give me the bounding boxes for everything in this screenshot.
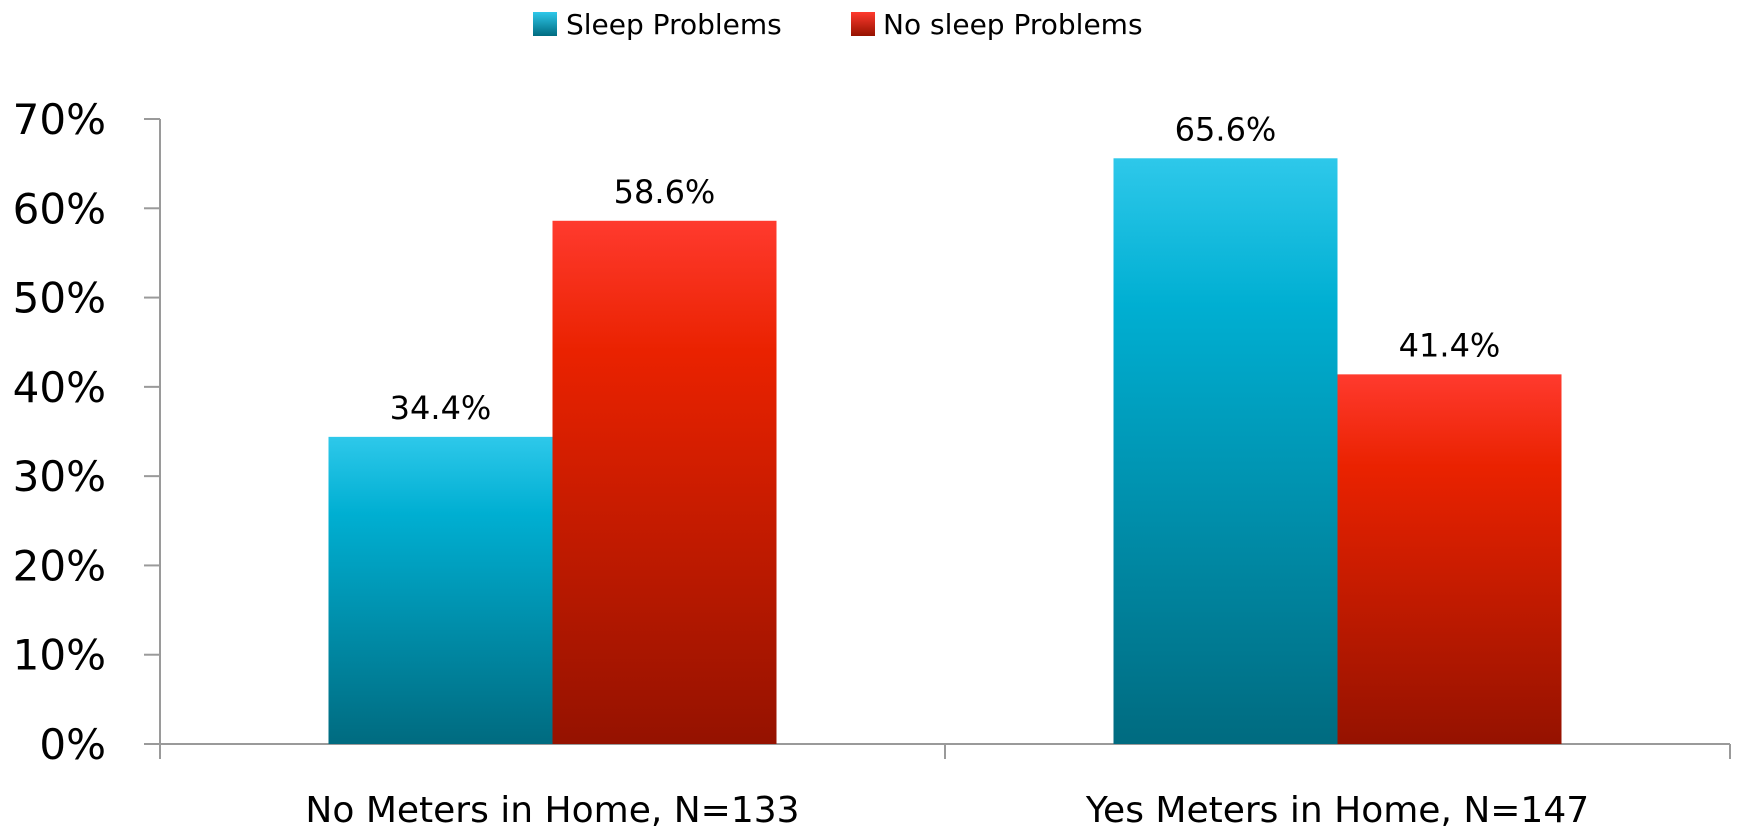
y-tick-label: 10%: [13, 631, 106, 680]
y-tick-label: 50%: [13, 274, 106, 323]
x-axis: No Meters in Home, N=133 Yes Meters in Ho…: [159, 743, 1731, 828]
legend-label: No sleep Problems: [883, 8, 1143, 41]
bar-sleep-problems: [1113, 158, 1338, 745]
data-labels: 34.4% 58.6% 65.6% 41.4%: [390, 110, 1501, 427]
y-tick-label: 40%: [13, 363, 106, 412]
bar-no-sleep-problems: [1337, 374, 1562, 744]
data-label: 41.4%: [1399, 326, 1501, 364]
legend-label: Sleep Problems: [566, 8, 782, 41]
y-tick-label: 30%: [13, 452, 106, 501]
data-label: 58.6%: [614, 173, 716, 211]
y-tick-label: 0%: [39, 720, 106, 769]
bar-sleep-problems: [328, 436, 553, 744]
data-label: 34.4%: [390, 389, 492, 427]
y-tick-label: 60%: [13, 184, 106, 233]
legend: Sleep Problems No sleep Problems: [533, 8, 1143, 41]
bar-no-sleep-problems: [552, 220, 777, 745]
y-tick-label: 70%: [13, 95, 106, 144]
legend-swatch: [851, 12, 875, 36]
y-axis: 0% 10% 20% 30% 40% 50% 60% 70%: [13, 95, 161, 769]
legend-swatch: [533, 12, 557, 36]
bars: [328, 158, 1562, 745]
category-label: Yes Meters in Home, N=147: [1085, 790, 1589, 828]
category-label: No Meters in Home, N=133: [305, 790, 799, 828]
data-label: 65.6%: [1175, 110, 1277, 148]
y-tick-label: 20%: [13, 541, 106, 590]
